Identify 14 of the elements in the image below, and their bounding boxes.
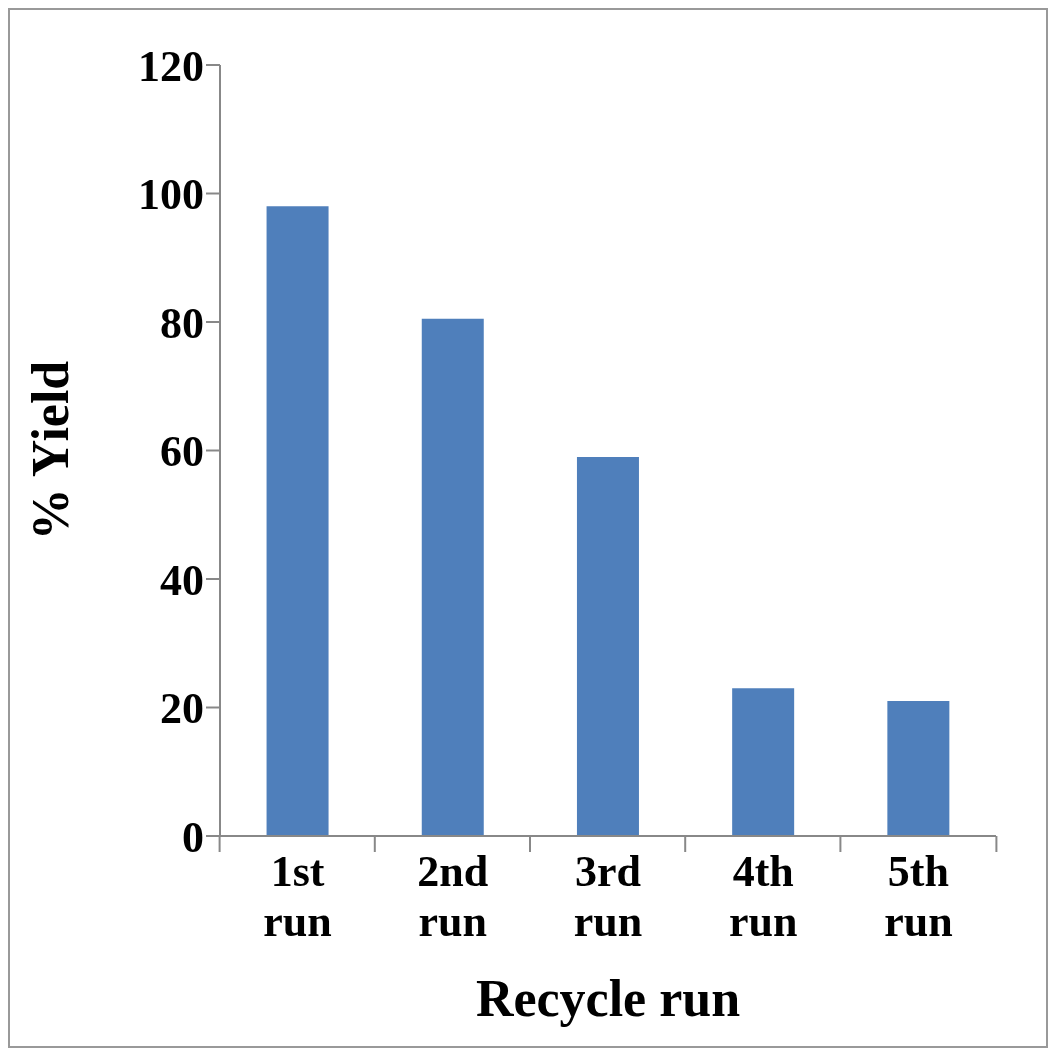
x-tick-label: 2nd run xyxy=(417,847,489,946)
y-tick-label: 100 xyxy=(138,170,204,220)
y-tick-label: 60 xyxy=(160,427,204,477)
y-tick-label: 0 xyxy=(182,812,204,862)
y-tick-label: 40 xyxy=(160,555,204,605)
x-tick-label: 4th run xyxy=(728,847,798,946)
y-tick-label: 120 xyxy=(138,41,204,91)
x-tick-label: 5th run xyxy=(884,847,953,946)
y-tick-label: 80 xyxy=(160,298,204,348)
x-tick-label: 3rd run xyxy=(573,847,643,946)
y-axis-title: % Yield xyxy=(22,360,80,541)
y-tick-label: 20 xyxy=(160,684,204,734)
x-axis-title: Recycle run xyxy=(475,970,741,1027)
x-tick-label: 1st run xyxy=(263,847,332,946)
